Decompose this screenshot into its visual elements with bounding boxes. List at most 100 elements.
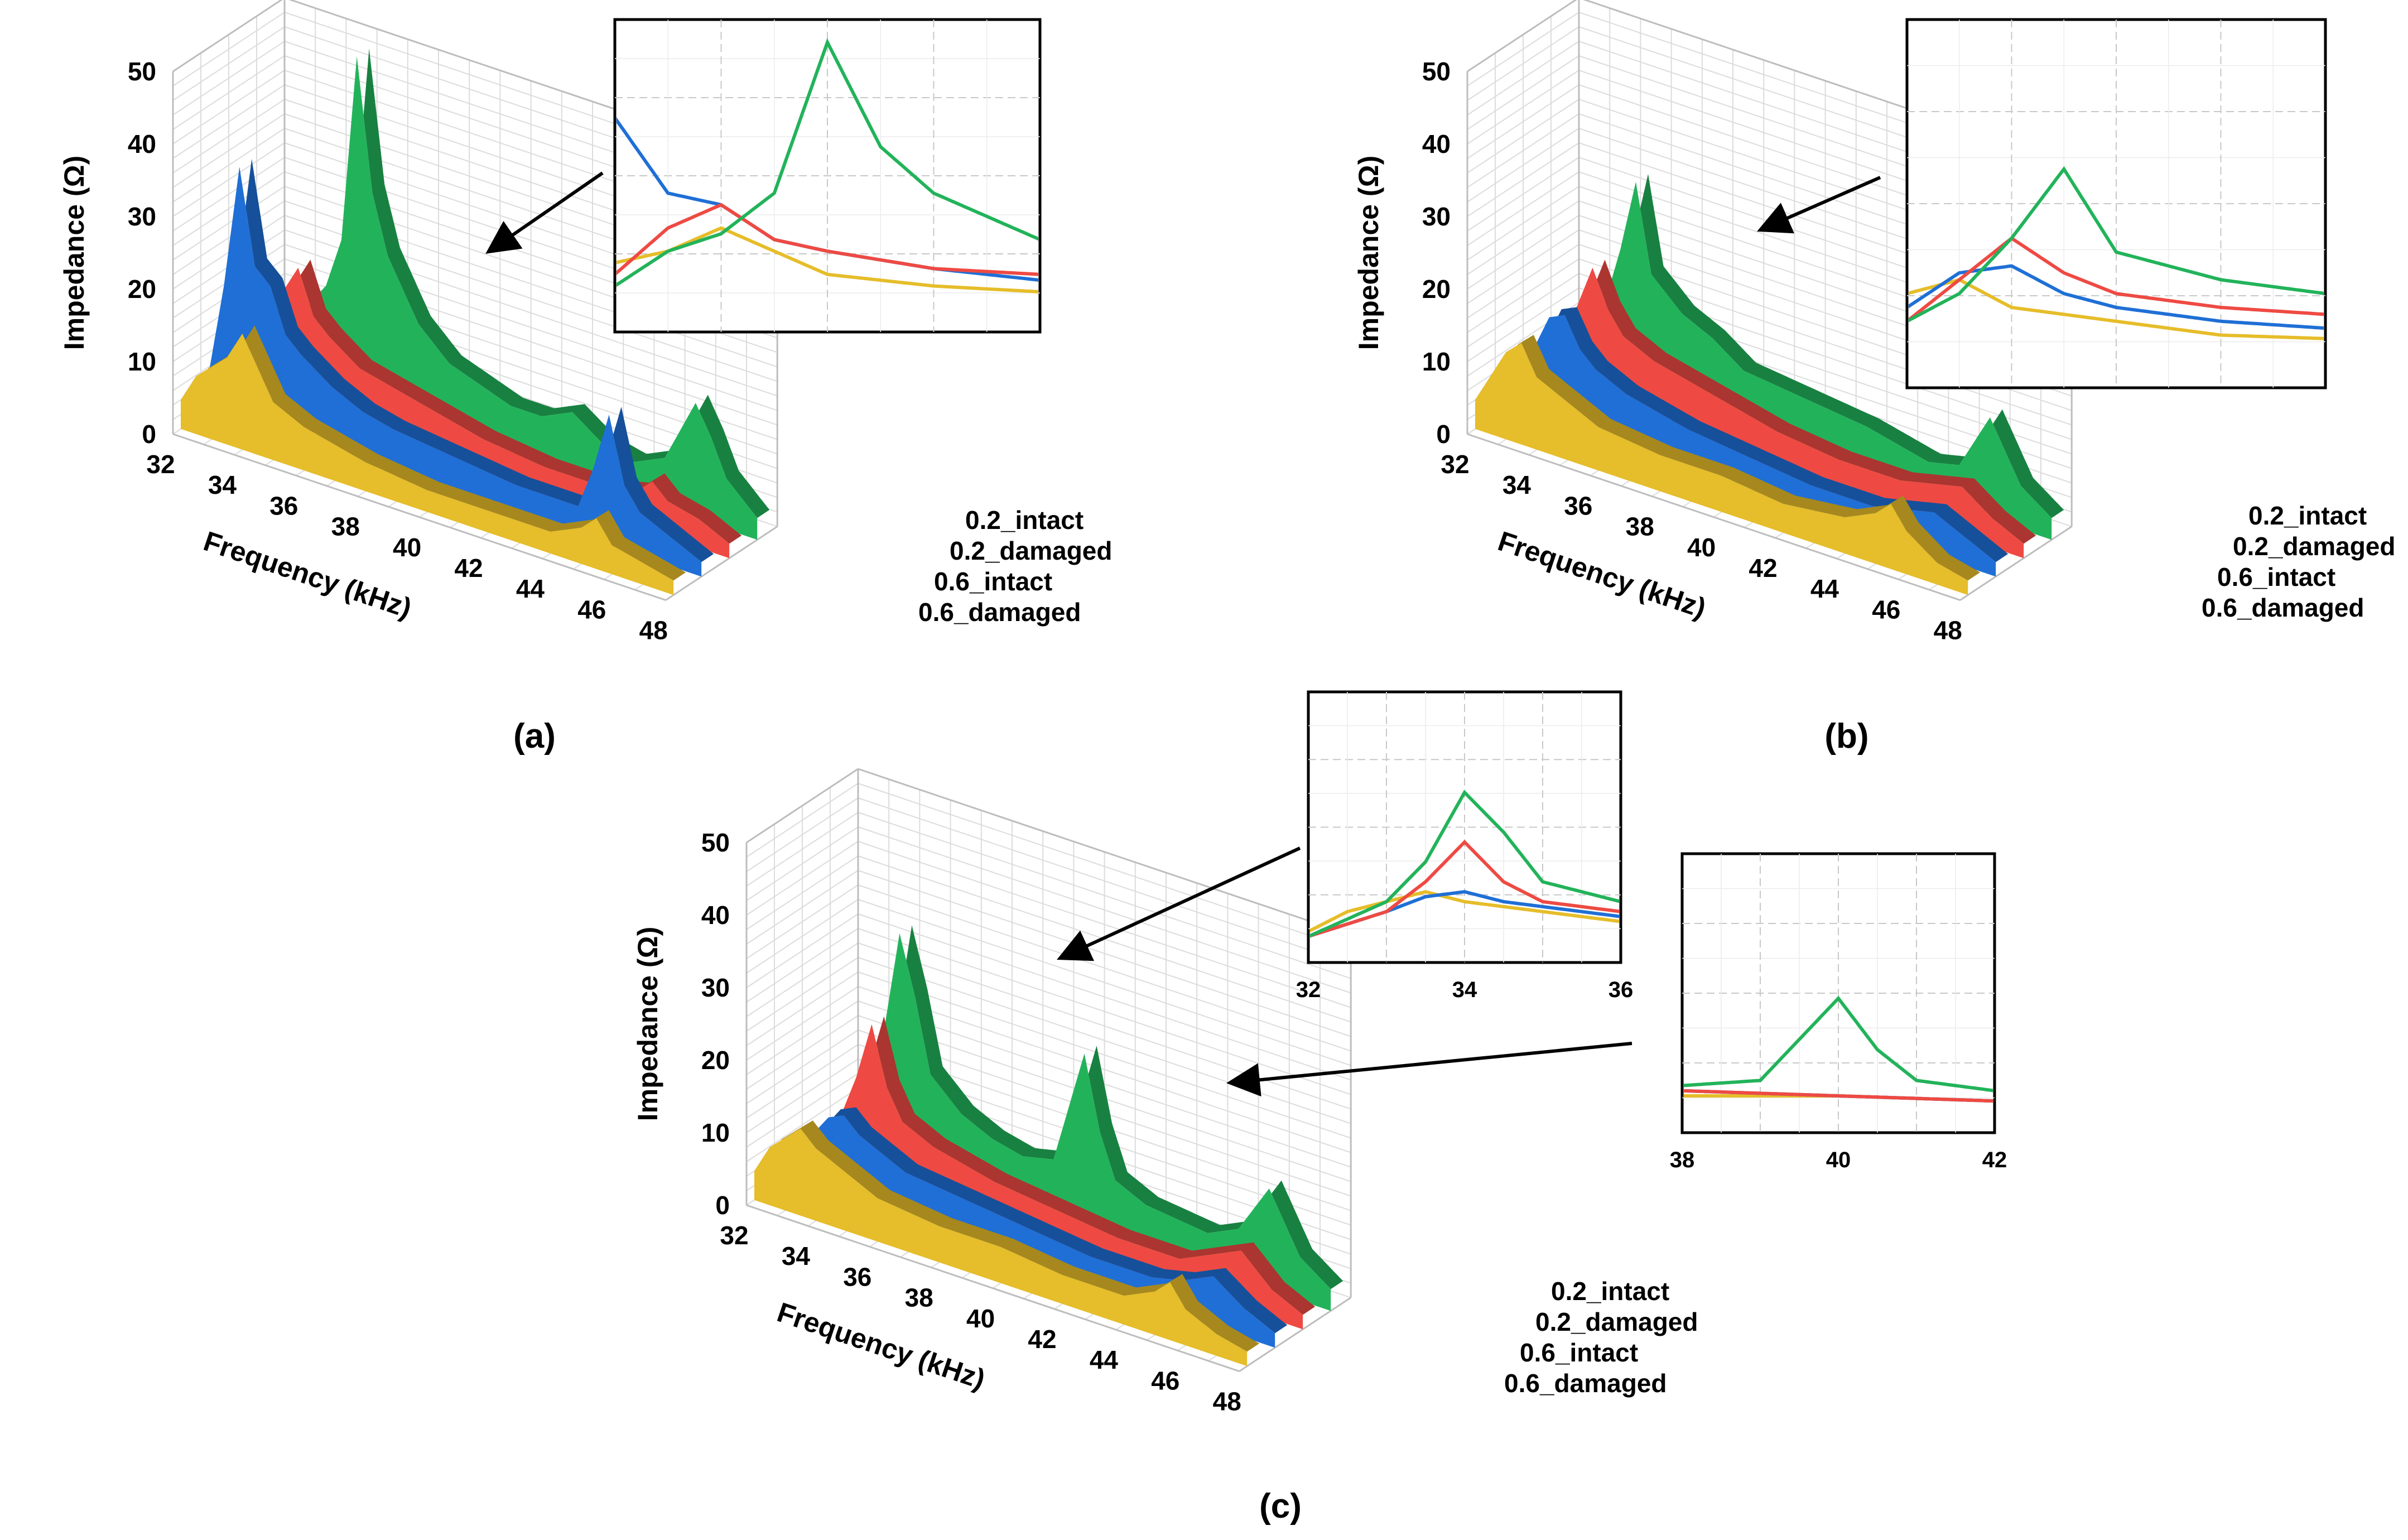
y-tick-label: 40 — [128, 129, 156, 158]
panel-c: 0 10 20 30 40 50 32 34 36 38 40 42 44 46 48 Impedance (… — [632, 690, 2007, 1416]
inset-line-0.2_intact — [1909, 166, 2324, 323]
x-tick-label: 32 — [720, 1221, 748, 1250]
panel-b: 0 10 20 30 40 50 32 34 36 38 40 42 44 46 48 Impedance (… — [1353, 0, 2395, 645]
inset-x-tick-label: 36 — [1608, 978, 1634, 1002]
x-axis-title: Frequency (kHz) — [200, 525, 416, 624]
y-tick-label: 10 — [1422, 347, 1451, 376]
inset-line-0.6_damaged — [1909, 278, 2324, 340]
inset-line-0.6_damaged — [1310, 890, 1619, 933]
depth-labels: 0.2_intact0.2_damaged0.6_intact0.6_damag… — [918, 506, 1112, 627]
panel-label-c: (c) — [1259, 1487, 1302, 1525]
inset-x-tick-label: 34 — [1452, 978, 1477, 1002]
y-tick-label: 40 — [701, 901, 730, 930]
y-tick-label: 20 — [128, 275, 156, 304]
y-tick-label: 30 — [1422, 202, 1451, 231]
x-tick-label: 38 — [1626, 512, 1654, 541]
series-top-0.6_damaged — [754, 1120, 1260, 1352]
depth-label: 0.2_intact — [2248, 501, 2367, 530]
series-0.2_damaged — [1531, 259, 2036, 559]
series-top-0.6_intact — [1503, 307, 2009, 562]
x-tick-label: 36 — [843, 1262, 871, 1291]
panel-label-a: (a) — [513, 717, 556, 755]
x-tick-label: 44 — [516, 574, 545, 603]
series-face-0.6_damaged — [754, 1128, 1248, 1366]
inset-line-0.2_damaged — [1310, 839, 1619, 938]
depth-label: 0.6_intact — [934, 567, 1052, 596]
inset-x-tick-label: 32 — [1296, 978, 1321, 1002]
x-ticks: 32 34 36 38 40 42 44 46 48 — [146, 450, 667, 645]
y-tick-label: 50 — [701, 828, 730, 857]
series-0.2_intact — [838, 925, 1343, 1311]
x-tick-label: 48 — [1934, 616, 1962, 645]
inset2-arrow-c — [1226, 1042, 1632, 1097]
x-ticks: 32 34 36 38 40 42 44 46 48 — [1441, 450, 1962, 645]
depth-label: 0.2_damaged — [1535, 1307, 1698, 1336]
y-tick-label: 0 — [142, 420, 156, 449]
y-tick-label: 30 — [701, 973, 730, 1002]
inset-c: 32 34 36 — [1296, 690, 1634, 1002]
x-tick-label: 38 — [331, 512, 360, 541]
inset-arrow-b — [1757, 176, 1881, 234]
inset2-c: 38 40 42 — [1670, 852, 2007, 1172]
inset-line-0.6_intact — [1909, 264, 2324, 330]
y-tick-label: 20 — [701, 1046, 730, 1075]
x-axis-title: Frequency (kHz) — [1494, 525, 1710, 624]
inset-line-0.2_damaged — [1909, 236, 2324, 323]
x-tick-label: 42 — [1749, 554, 1777, 583]
series-top-0.6_intact — [782, 1107, 1288, 1334]
x-tick-label: 32 — [146, 450, 175, 479]
depth-label: 0.6_intact — [2217, 562, 2335, 591]
inset-x-tick-label: 38 — [1670, 1148, 1695, 1172]
x-tick-label: 42 — [454, 554, 483, 583]
x-tick-label: 44 — [1810, 574, 1839, 603]
x-tick-label: 34 — [208, 470, 237, 499]
y-tick-label: 50 — [128, 57, 156, 86]
x-tick-label: 48 — [639, 616, 668, 645]
series-face-0.6_intact — [209, 167, 702, 577]
x-tick-label: 48 — [1213, 1387, 1241, 1416]
depth-labels: 0.2_intact0.2_damaged0.6_intact0.6_damag… — [1504, 1277, 1698, 1398]
frame — [745, 768, 1352, 1373]
y-tick-label: 40 — [1422, 129, 1451, 158]
series-top-0.6_intact — [209, 158, 714, 562]
x-tick-label: 40 — [966, 1304, 995, 1333]
x-tick-label: 34 — [782, 1241, 811, 1270]
y-tick-label: 50 — [1422, 57, 1451, 86]
y-axis-title: Impedance (Ω) — [1353, 156, 1384, 350]
x-tick-label: 32 — [1441, 450, 1469, 479]
x-tick-label: 46 — [1151, 1366, 1179, 1395]
x-tick-label: 44 — [1090, 1345, 1119, 1374]
inset-line-0.6_damaged — [617, 226, 1038, 293]
inset-b — [1905, 18, 2327, 389]
series-face-0.6_damaged — [181, 334, 674, 595]
panel-a: 0 10 20 30 40 50 32 34 36 38 40 42 44 46 48 Impedance (… — [59, 0, 1112, 645]
depth-label: 0.2_damaged — [950, 536, 1112, 565]
y-axis-title: Impedance (Ω) — [59, 156, 90, 350]
series-face-0.6_damaged — [1475, 343, 1968, 595]
inset-x-tick-label: 42 — [1982, 1148, 2007, 1172]
x-tick-label: 38 — [905, 1283, 933, 1312]
x-tick-label: 46 — [577, 595, 606, 624]
depth-label: 0.2_intact — [965, 506, 1083, 535]
depth-label: 0.2_damaged — [2233, 532, 2395, 561]
inset-line-0.2_intact — [1684, 995, 1993, 1093]
y-ticks: 0 10 20 30 40 50 — [128, 57, 156, 449]
series-face-0.2_intact — [838, 933, 1331, 1311]
x-tick-label: 36 — [1564, 491, 1592, 520]
x-tick-label: 42 — [1028, 1325, 1056, 1354]
inset-arrow-a — [485, 171, 604, 254]
series-0.6_damaged — [1475, 335, 1981, 595]
x-axis-title: Frequency (kHz) — [773, 1296, 989, 1395]
series-face-0.2_damaged — [1531, 268, 2024, 559]
x-tick-label: 36 — [269, 491, 298, 520]
x-tick-label: 34 — [1502, 470, 1532, 499]
depth-label: 0.6_damaged — [2202, 593, 2364, 622]
y-axis-title: Impedance (Ω) — [632, 927, 663, 1122]
y-tick-label: 10 — [701, 1118, 730, 1147]
depth-label: 0.6_intact — [1520, 1338, 1638, 1367]
inset-line-0.2_intact — [1310, 790, 1619, 938]
depth-labels: 0.2_intact0.2_damaged0.6_intact0.6_damag… — [2202, 501, 2395, 622]
series-0.6_intact — [209, 158, 714, 577]
y-ticks: 0 10 20 30 40 50 — [701, 828, 730, 1220]
